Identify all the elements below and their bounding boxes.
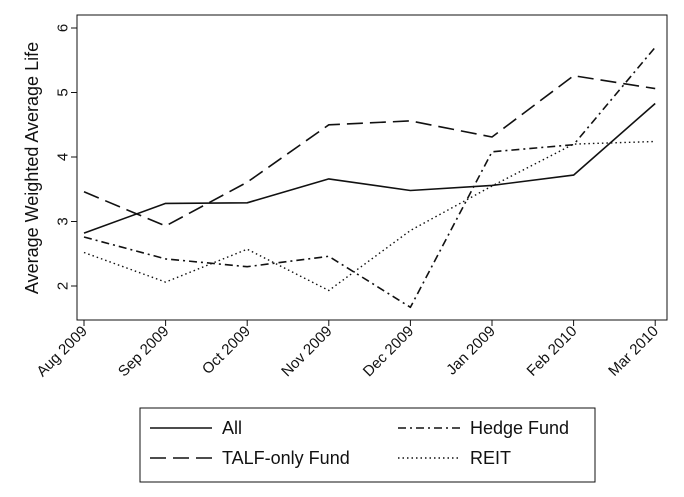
y-axis: 2 3 4 5 6 — [54, 24, 77, 290]
x-tick-label: Dec 2009 — [360, 323, 417, 380]
y-tick-label: 5 — [54, 88, 71, 96]
legend-label-reit: REIT — [470, 448, 511, 468]
y-tick-label: 4 — [54, 153, 71, 161]
x-tick-label: Feb 2010 — [524, 323, 581, 380]
series-layer — [83, 46, 656, 309]
plot-frame — [76, 14, 668, 321]
x-axis: Aug 2009 Sep 2009 Oct 2009 Nov 2009 Dec 2009… — [33, 320, 662, 380]
y-axis-label: Average Weighted Average Life — [22, 42, 42, 294]
x-tick-label: Jan 2009 — [443, 323, 499, 379]
y-tick-label: 6 — [54, 24, 71, 32]
x-tick-label: Sep 2009 — [115, 323, 172, 380]
series-line-talf-only-fund — [83, 74, 656, 227]
legend-label-all: All — [222, 418, 242, 438]
legend-box — [139, 407, 596, 483]
legend: All TALF-only Fund Hedge Fund REIT — [139, 407, 596, 483]
y-tick-label: 3 — [54, 217, 71, 225]
legend-label-hedge-fund: Hedge Fund — [470, 418, 569, 438]
series-line-hedge-fund — [83, 46, 656, 309]
x-tick-label: Aug 2009 — [33, 323, 90, 380]
legend-label-talf-only-fund: TALF-only Fund — [222, 448, 350, 468]
series-line-all — [83, 102, 656, 234]
x-tick-label: Mar 2010 — [605, 323, 662, 380]
series-line-reit — [83, 140, 656, 292]
y-tick-label: 2 — [54, 282, 71, 290]
x-tick-label: Nov 2009 — [278, 323, 335, 380]
x-tick-label: Oct 2009 — [199, 323, 254, 378]
